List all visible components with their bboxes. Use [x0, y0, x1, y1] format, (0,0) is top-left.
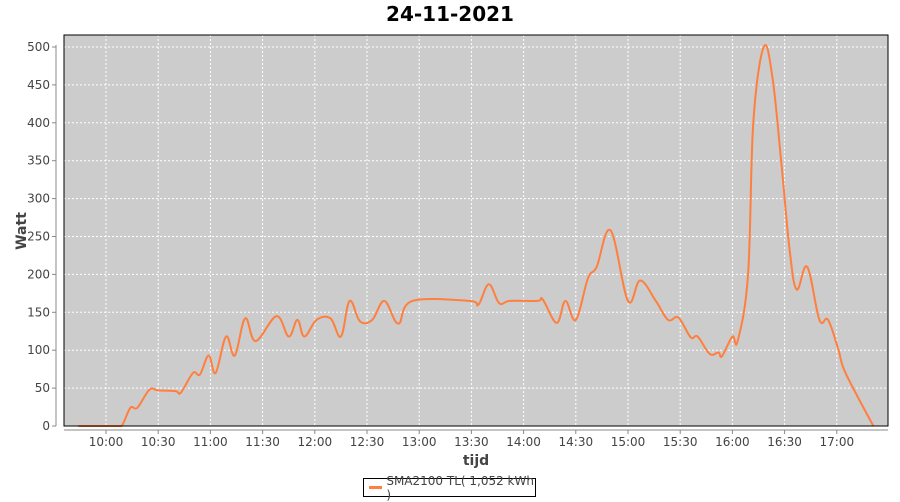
- y-tick-label: 400: [27, 116, 50, 130]
- y-axis-label: Watt: [14, 212, 30, 250]
- y-tick-label: 250: [27, 230, 50, 244]
- y-tick-label: 100: [27, 343, 50, 357]
- x-tick-label: 17:00: [820, 435, 855, 449]
- x-tick-label: 16:30: [767, 435, 802, 449]
- x-tick-label: 10:00: [89, 435, 124, 449]
- y-tick-label: 200: [27, 267, 50, 281]
- x-tick-label: 16:00: [715, 435, 750, 449]
- x-tick-label: 12:30: [350, 435, 385, 449]
- x-axis-label: tijd: [463, 453, 489, 469]
- legend-swatch: [369, 486, 382, 489]
- y-tick-label: 0: [42, 419, 50, 433]
- x-tick-label: 15:00: [611, 435, 646, 449]
- y-tick-label: 150: [27, 305, 50, 319]
- x-tick-label: 15:30: [663, 435, 698, 449]
- y-tick-label: 500: [27, 40, 50, 54]
- y-tick-label: 50: [35, 381, 50, 395]
- x-tick-label: 14:30: [559, 435, 594, 449]
- x-tick-label: 13:30: [454, 435, 489, 449]
- x-tick-label: 10:30: [141, 435, 176, 449]
- x-tick-label: 13:00: [402, 435, 437, 449]
- x-tick-label: 12:00: [298, 435, 333, 449]
- y-tick-label: 300: [27, 192, 50, 206]
- chart-title: 24-11-2021: [386, 2, 514, 26]
- x-tick-label: 11:30: [245, 435, 280, 449]
- x-tick-label: 14:00: [506, 435, 541, 449]
- plot-area: [64, 35, 888, 426]
- y-tick-label: 350: [27, 154, 50, 168]
- legend: SMA2100 TL( 1,052 kWh ): [363, 478, 536, 497]
- x-tick-label: 11:00: [193, 435, 228, 449]
- legend-label: SMA2100 TL( 1,052 kWh ): [386, 474, 535, 502]
- x-axis: 10:00 10:30 11:00 11:30 12:00 12:30 13:00 13:30…: [64, 430, 888, 449]
- y-axis: 0 50 100 150 200 250 300 350 400 450 500: [27, 40, 56, 433]
- y-tick-label: 450: [27, 78, 50, 92]
